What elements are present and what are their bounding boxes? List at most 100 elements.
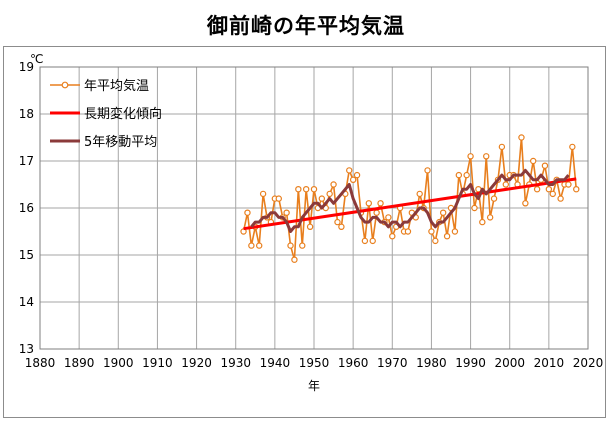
plot-area-border	[39, 66, 589, 350]
series-5yr-moving-average	[250, 168, 570, 233]
annual-point-1965	[369, 237, 376, 245]
series-annual-mean	[240, 134, 580, 263]
annual-point-1990	[467, 153, 474, 160]
legend-label-trend: 長期変化傾向	[84, 106, 162, 122]
series-long-term-trend	[243, 177, 577, 231]
annual-point-1961	[353, 171, 361, 179]
annual-point-2011	[549, 190, 556, 198]
annual-point-1994	[483, 153, 490, 160]
annual-point-1937	[259, 190, 267, 198]
x-tick-label-1990: 1990	[455, 356, 486, 370]
moving-average-line	[250, 168, 570, 233]
annual-point-1933	[244, 209, 251, 216]
plot-border	[39, 66, 589, 350]
annual-point-2006	[530, 157, 537, 165]
annual-line	[242, 137, 578, 260]
annual-point-1960	[349, 176, 357, 183]
annual-point-1969	[385, 214, 392, 221]
annual-point-1983	[439, 209, 447, 216]
annual-point-1959	[346, 167, 353, 174]
x-tick-label-1890: 1890	[64, 356, 95, 370]
annual-point-1966	[373, 209, 380, 216]
x-tick-label-1910: 1910	[142, 356, 173, 370]
x-tick-label-1970: 1970	[377, 356, 408, 370]
x-tick-label-1920: 1920	[181, 356, 212, 370]
annual-point-2017	[573, 185, 580, 193]
annual-point-1955	[330, 181, 337, 188]
annual-point-1936	[256, 242, 263, 249]
annual-point-2016	[569, 143, 576, 151]
annual-point-1981	[432, 237, 439, 245]
annual-point-1957	[338, 223, 345, 230]
annual-point-1946	[295, 185, 302, 193]
legend-label-annual: 年平均気温	[84, 78, 149, 94]
annual-point-1970	[389, 232, 396, 240]
x-tick-label-1940: 1940	[260, 356, 291, 370]
annual-point-1950	[310, 185, 318, 193]
x-tick-label-2020: 2020	[573, 356, 604, 370]
annual-point-1963	[361, 237, 369, 245]
chart-frame	[3, 46, 606, 418]
x-axis-ticks: 1880 1890 1900 1910 1920 1930 1940 1950 1960 1970…	[25, 356, 604, 370]
annual-point-2010	[545, 185, 553, 193]
x-tick-label-1880: 1880	[25, 356, 56, 370]
annual-point-1954	[326, 190, 333, 198]
x-tick-label-2000: 2000	[494, 356, 525, 370]
annual-point-1999	[502, 181, 509, 188]
annual-point-1934	[248, 242, 255, 249]
x-tick-label-1950: 1950	[299, 356, 330, 370]
annual-point-1944	[287, 242, 294, 249]
annual-point-1987	[455, 171, 463, 179]
y-tick-label-19: 19	[19, 60, 34, 74]
annual-point-1949	[306, 223, 314, 230]
annual-point-2013	[557, 195, 564, 202]
x-tick-label-1960: 1960	[338, 356, 369, 370]
annual-point-1948	[302, 185, 310, 193]
y-tick-label-18: 18	[19, 107, 34, 121]
x-tick-label-1980: 1980	[416, 356, 447, 370]
annual-point-1943	[283, 209, 290, 216]
annual-point-1980	[428, 228, 435, 235]
y-tick-label-13: 13	[19, 342, 34, 356]
annual-point-1989	[463, 171, 470, 179]
annual-point-1947	[299, 242, 306, 249]
annual-point-1945	[291, 256, 298, 263]
y-tick-label-16: 16	[19, 201, 34, 215]
annual-point-2003	[518, 134, 525, 141]
x-tick-label-2010: 2010	[534, 356, 565, 370]
annual-point-1984	[443, 232, 451, 240]
annual-point-1956	[334, 218, 341, 226]
annual-point-1977	[416, 190, 423, 198]
annual-point-1998	[498, 143, 506, 151]
x-tick-label-1900: 1900	[103, 356, 134, 370]
annual-point-1932	[240, 228, 247, 235]
trend-line	[243, 177, 577, 231]
annual-point-1991	[471, 204, 478, 212]
annual-point-1995	[486, 214, 494, 221]
chart-title: 御前崎の年平均気温	[207, 14, 405, 38]
annual-point-1967	[377, 200, 384, 207]
x-tick-label-1930: 1930	[220, 356, 251, 370]
annual-point-2009	[541, 162, 549, 169]
annual-point-1986	[451, 228, 459, 235]
x-axis-label: 年	[308, 379, 320, 393]
annual-point-2004	[522, 200, 529, 207]
y-tick-label-17: 17	[19, 154, 34, 168]
annual-point-1993	[479, 218, 486, 226]
annual-point-1979	[424, 167, 431, 174]
y-axis-ticks: 13 14 15 16 17 18 19	[19, 60, 34, 356]
y-tick-label-14: 14	[19, 295, 34, 309]
annual-point-2007	[533, 185, 541, 193]
annual-point-1974	[404, 228, 412, 235]
legend-label-moving-average: 5年移動平均	[84, 135, 157, 150]
annual-point-1952	[318, 195, 326, 202]
annual-point-1996	[490, 195, 498, 202]
annual-point-1964	[365, 200, 372, 207]
y-tick-label-15: 15	[19, 248, 34, 262]
annual-point-2015	[565, 181, 572, 188]
annual-point-1941	[275, 195, 282, 202]
y-axis-unit: ℃	[30, 52, 43, 66]
legend-marker-annual	[61, 81, 69, 89]
